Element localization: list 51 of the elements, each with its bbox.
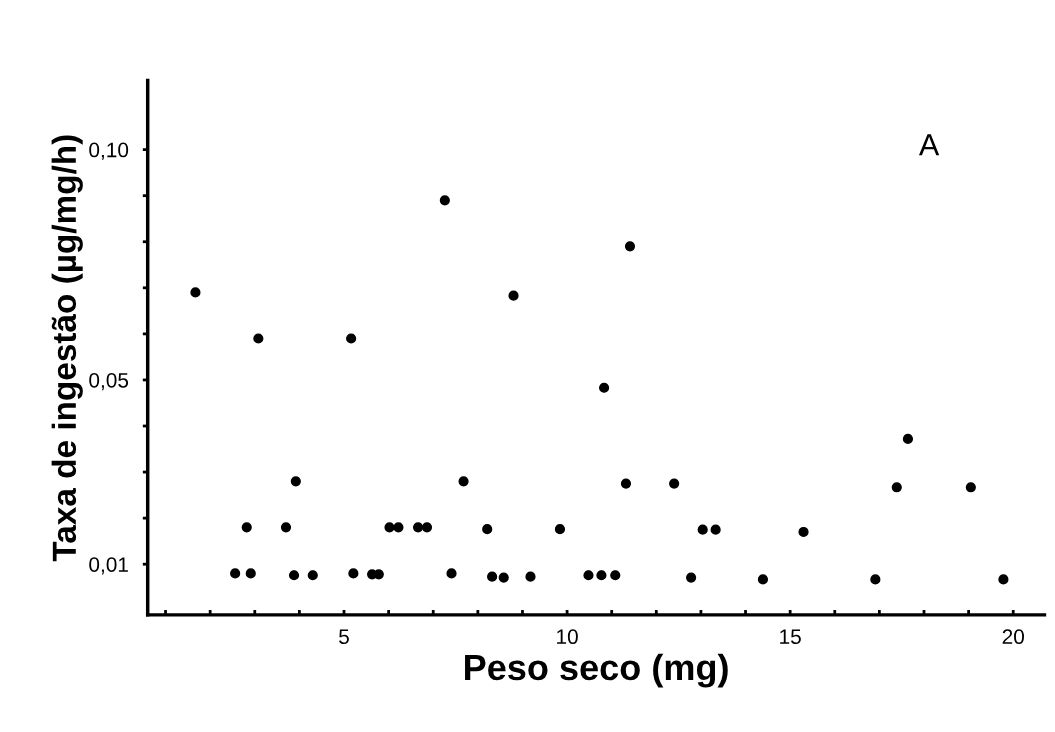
point xyxy=(439,195,450,206)
x-axis-title: Peso seco (mg) xyxy=(465,653,728,688)
x-tick-label: 5 xyxy=(339,629,349,645)
point xyxy=(891,482,902,493)
point xyxy=(290,476,301,487)
point xyxy=(241,522,252,533)
point xyxy=(965,482,976,493)
point xyxy=(421,522,433,533)
point xyxy=(624,241,636,252)
x-tick-label: 10 xyxy=(557,629,578,645)
point xyxy=(697,524,708,535)
x-tick-label: 15 xyxy=(780,629,801,645)
point xyxy=(498,572,509,583)
point xyxy=(610,570,621,581)
point xyxy=(620,478,632,489)
point xyxy=(348,568,359,579)
point xyxy=(482,524,493,535)
point xyxy=(253,333,264,344)
point xyxy=(280,522,292,533)
point xyxy=(288,570,300,581)
y-tick-label: 0,05 xyxy=(89,372,129,391)
point xyxy=(554,524,566,535)
point xyxy=(599,382,610,393)
point xyxy=(412,522,424,533)
point xyxy=(190,287,201,298)
point xyxy=(998,574,1009,585)
point xyxy=(902,433,914,444)
point xyxy=(230,568,241,579)
point xyxy=(596,570,607,581)
point xyxy=(393,522,404,533)
point xyxy=(487,571,498,582)
y-tick-label: 0,10 xyxy=(89,142,129,160)
point xyxy=(307,570,318,581)
point xyxy=(870,574,881,585)
point xyxy=(710,524,721,535)
point xyxy=(446,568,457,579)
x-tick-label: 20 xyxy=(1002,629,1024,645)
point xyxy=(798,526,809,538)
point xyxy=(686,572,697,583)
point xyxy=(508,290,519,301)
y-tick-label: 0,01 xyxy=(89,557,128,575)
point xyxy=(384,522,395,533)
point xyxy=(583,570,594,581)
point xyxy=(346,333,357,344)
point xyxy=(669,478,680,489)
y-axis-title: Taxa de ingestão (µg/mg/h) xyxy=(51,135,83,562)
point xyxy=(757,574,769,585)
point xyxy=(458,476,469,487)
annotation: A xyxy=(918,134,940,156)
point xyxy=(525,571,536,582)
point xyxy=(245,568,256,579)
